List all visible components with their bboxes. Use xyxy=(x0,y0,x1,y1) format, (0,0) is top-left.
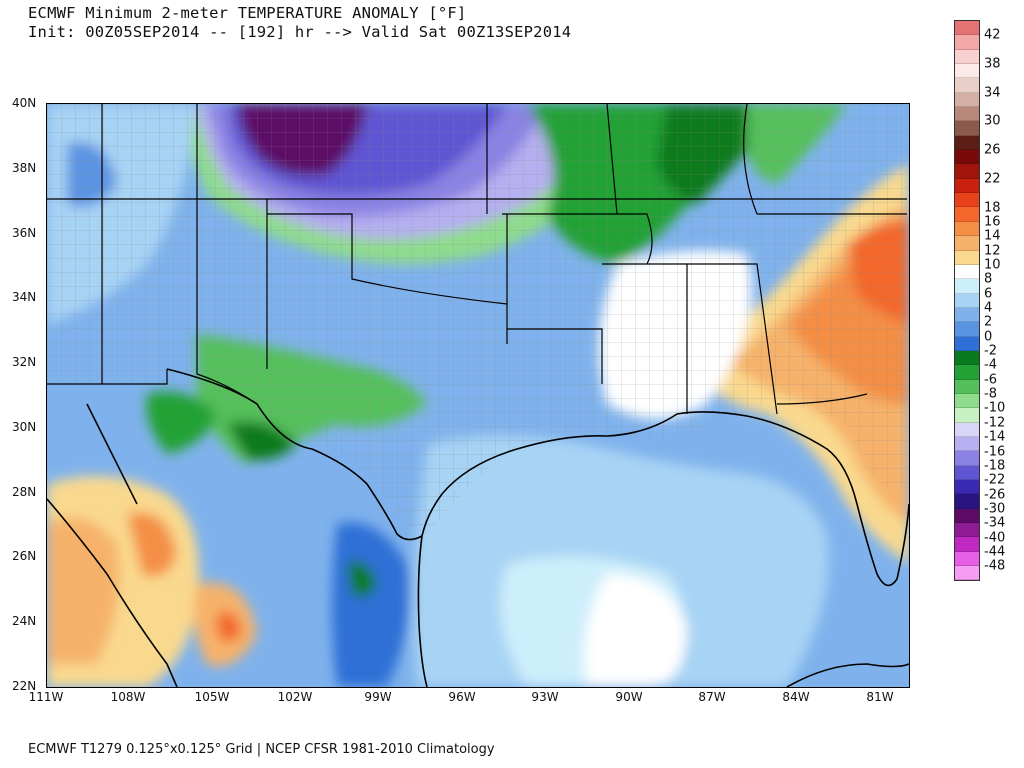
legend-tick-label: -18 xyxy=(984,458,1006,474)
legend-tick-label: -30 xyxy=(984,501,1006,517)
lat-label-28n: 28N xyxy=(12,485,37,499)
legend-tick-label: 22 xyxy=(984,171,1001,187)
legend-swatch xyxy=(955,35,979,50)
legend-swatch xyxy=(955,322,979,337)
legend-tick-label: 10 xyxy=(984,257,1001,273)
lat-label-26n: 26N xyxy=(12,549,37,563)
legend-swatch xyxy=(955,21,979,36)
legend-swatch xyxy=(955,150,979,165)
legend-swatch xyxy=(955,236,979,251)
legend-tick-label: -12 xyxy=(984,415,1006,431)
legend-swatch xyxy=(955,379,979,394)
legend-swatch xyxy=(955,293,979,308)
legend-tick-label: -14 xyxy=(984,429,1006,445)
legend-swatch xyxy=(955,408,979,423)
legend-tick-label: 42 xyxy=(984,27,1001,43)
legend-swatch xyxy=(955,221,979,237)
legend-tick-label: -34 xyxy=(984,515,1006,531)
lon-label-84w: 84W xyxy=(782,690,810,704)
legend-swatch xyxy=(955,422,979,437)
lat-label-22n: 22N xyxy=(12,679,37,693)
legend-swatch xyxy=(955,49,979,65)
legend-swatch xyxy=(955,508,979,524)
legend-tick-label: 34 xyxy=(984,85,1001,101)
color-legend xyxy=(954,20,980,582)
lon-label-90w: 90W xyxy=(615,690,643,704)
lat-label-40n: 40N xyxy=(12,96,37,110)
legend-tick-label: 0 xyxy=(984,329,993,345)
legend-swatch xyxy=(955,279,979,294)
legend-swatch xyxy=(955,451,979,466)
legend-swatch xyxy=(955,307,979,323)
legend-swatch xyxy=(955,107,979,122)
legend-tick-label: 14 xyxy=(984,228,1001,244)
legend-tick-label: -48 xyxy=(984,558,1006,574)
lon-label-105w: 105W xyxy=(194,690,230,704)
anomaly-map xyxy=(46,103,910,688)
legend-swatch xyxy=(955,480,979,495)
legend-tick-label: -22 xyxy=(984,472,1006,488)
legend-swatch xyxy=(955,436,979,452)
legend-swatch xyxy=(955,537,979,552)
legend-tick-label: -16 xyxy=(984,444,1006,459)
lat-label-38n: 38N xyxy=(12,161,37,175)
legend-tick-label: 8 xyxy=(984,271,993,287)
legend-tick-label: -8 xyxy=(984,386,997,402)
legend-tick-label: -6 xyxy=(984,372,997,388)
title-line-1: ECMWF Minimum 2-meter TEMPERATURE ANOMAL… xyxy=(28,4,467,22)
legend-tick-label: 6 xyxy=(984,286,993,302)
legend-tick-label: -10 xyxy=(984,400,1006,416)
legend-swatch xyxy=(955,336,979,351)
lat-label-32n: 32N xyxy=(12,355,37,369)
legend-swatch xyxy=(955,92,979,108)
lon-label-96w: 96W xyxy=(448,690,476,704)
legend-swatch xyxy=(955,393,979,409)
legend-swatch xyxy=(955,465,979,480)
legend-swatch xyxy=(955,350,979,366)
title-line-2: Init: 00Z05SEP2014 -- [192] hr --> Valid… xyxy=(28,23,572,41)
legend-swatch xyxy=(955,121,979,136)
legend-swatch xyxy=(955,250,979,265)
legend-tick-label: 12 xyxy=(984,243,1001,259)
lon-label-111w: 111W xyxy=(28,690,64,704)
legend-swatch xyxy=(955,135,979,151)
lat-label-36n: 36N xyxy=(12,226,37,240)
legend-swatch xyxy=(955,164,979,179)
legend-swatch xyxy=(955,494,979,509)
map-canvas xyxy=(47,104,909,687)
legend-tick-label: -26 xyxy=(984,487,1006,503)
lat-label-24n: 24N xyxy=(12,614,37,628)
lon-label-87w: 87W xyxy=(698,690,726,704)
legend-tick-label: 2 xyxy=(984,314,993,330)
legend-tick-label: 4 xyxy=(984,300,993,316)
lon-label-93w: 93W xyxy=(531,690,559,704)
legend-swatch xyxy=(955,178,979,194)
legend-swatch xyxy=(955,566,979,581)
footer-caption: ECMWF T1279 0.125°x0.125° Grid | NCEP CF… xyxy=(28,742,495,757)
legend-tick-label: 26 xyxy=(984,142,1001,158)
lon-label-81w: 81W xyxy=(866,690,894,704)
legend-swatch xyxy=(955,64,979,79)
legend-tick-label: 30 xyxy=(984,113,1001,129)
legend-swatch xyxy=(955,207,979,222)
legend-swatch xyxy=(955,365,979,380)
legend-tick-label: -4 xyxy=(984,357,997,373)
lon-label-108w: 108W xyxy=(110,690,146,704)
legend-swatch xyxy=(955,523,979,538)
lon-label-102w: 102W xyxy=(277,690,313,704)
lat-label-30n: 30N xyxy=(12,420,37,434)
legend-tick-label: 18 xyxy=(984,200,1001,216)
legend-swatch xyxy=(955,193,979,208)
legend-swatch xyxy=(955,264,979,280)
legend-tick-label: -2 xyxy=(984,343,997,359)
lat-label-34n: 34N xyxy=(12,290,37,304)
legend-tick-label: -40 xyxy=(984,530,1006,546)
legend-tick-label: -44 xyxy=(984,544,1006,560)
legend-tick-label: 38 xyxy=(984,56,1001,72)
legend-tick-label: 16 xyxy=(984,214,1001,230)
legend-swatch xyxy=(955,551,979,567)
lon-label-99w: 99W xyxy=(364,690,392,704)
legend-swatch xyxy=(955,78,979,93)
